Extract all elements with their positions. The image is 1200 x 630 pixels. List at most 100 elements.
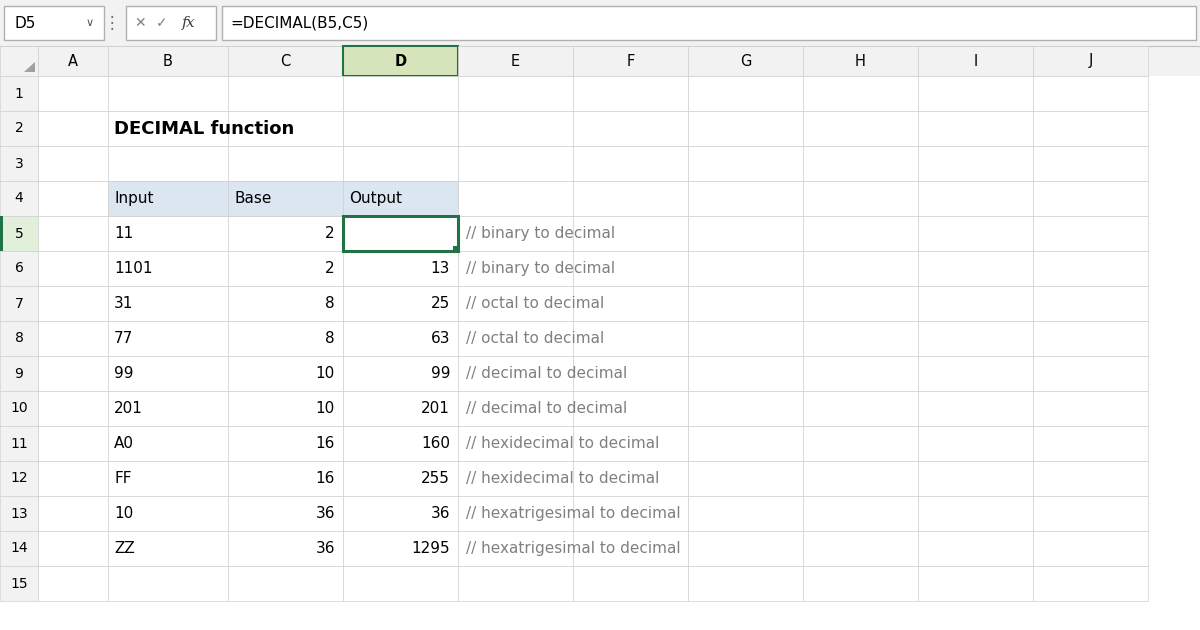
Bar [108,46,228,76]
Bar [0,146,38,181]
Bar [108,286,228,321]
Text: // binary to decimal: // binary to decimal [466,261,616,276]
Text: 14: 14 [10,542,28,556]
Bar [108,531,228,566]
Text: 8: 8 [325,296,335,311]
Text: D5: D5 [14,16,35,30]
Bar [108,146,228,181]
Text: 160: 160 [421,436,450,451]
Bar [108,216,228,251]
Bar [458,461,574,496]
Bar [688,531,803,566]
Bar [1033,251,1148,286]
Bar [38,356,108,391]
Bar [688,76,803,111]
Bar [228,146,343,181]
Text: 63: 63 [431,331,450,346]
Bar [4,6,104,40]
Text: 99: 99 [431,366,450,381]
Bar [1033,286,1148,321]
Bar [108,111,228,146]
Bar [688,566,803,601]
Bar [574,111,688,146]
Text: 10: 10 [316,401,335,416]
Bar [574,566,688,601]
Bar [803,76,918,111]
Bar [108,356,228,391]
Bar [918,566,1033,601]
Text: // hexidecimal to decimal: // hexidecimal to decimal [466,471,659,486]
Bar [1033,566,1148,601]
Polygon shape [24,62,35,72]
Text: I: I [973,54,978,69]
Text: 31: 31 [114,296,133,311]
Bar [0,111,38,146]
Bar [228,496,343,531]
Text: 1295: 1295 [412,541,450,556]
Bar [343,286,458,321]
Text: A0: A0 [114,436,134,451]
Bar [688,46,803,76]
Text: ✓: ✓ [156,16,168,30]
Bar [1033,356,1148,391]
Bar [1033,426,1148,461]
Bar [454,246,458,251]
Bar [574,46,688,76]
Bar [343,216,458,251]
Bar [803,216,918,251]
Bar [0,76,38,111]
Bar [228,426,343,461]
Bar [918,216,1033,251]
Text: // octal to decimal: // octal to decimal [466,331,605,346]
Bar [803,391,918,426]
Bar [343,181,458,216]
Bar [574,356,688,391]
Bar [1033,46,1148,76]
Bar [38,461,108,496]
Bar [0,0,1200,46]
Bar [1033,461,1148,496]
Text: 36: 36 [431,506,450,521]
Bar [574,146,688,181]
Text: 4: 4 [14,192,23,205]
Bar [228,181,343,216]
Text: // binary to decimal: // binary to decimal [466,226,616,241]
Bar [38,321,108,356]
Bar [1033,391,1148,426]
Bar [0,426,38,461]
Text: 10: 10 [316,366,335,381]
Text: // hexatrigesimal to decimal: // hexatrigesimal to decimal [466,541,680,556]
Bar [343,566,458,601]
Bar [38,46,108,76]
Bar [574,286,688,321]
Bar [0,356,38,391]
Bar [108,461,228,496]
Bar [343,391,458,426]
Bar [108,321,228,356]
Bar [0,46,1200,76]
Text: 2: 2 [325,226,335,241]
Bar [1033,181,1148,216]
Text: Output: Output [349,191,402,206]
Text: D: D [395,54,407,69]
Bar [458,181,574,216]
Bar [574,181,688,216]
Text: $f\!x$: $f\!x$ [181,14,196,32]
Bar [574,496,688,531]
Bar [458,216,574,251]
Bar [38,496,108,531]
Bar [38,146,108,181]
Text: FF: FF [114,471,132,486]
Text: DECIMAL function: DECIMAL function [114,120,294,137]
Bar [228,356,343,391]
Bar [108,566,228,601]
Text: 8: 8 [325,331,335,346]
Text: 16: 16 [316,436,335,451]
Bar [918,76,1033,111]
Bar [688,251,803,286]
Bar [0,391,38,426]
Text: 11: 11 [114,226,133,241]
Bar [38,426,108,461]
Bar [688,111,803,146]
Bar [38,251,108,286]
